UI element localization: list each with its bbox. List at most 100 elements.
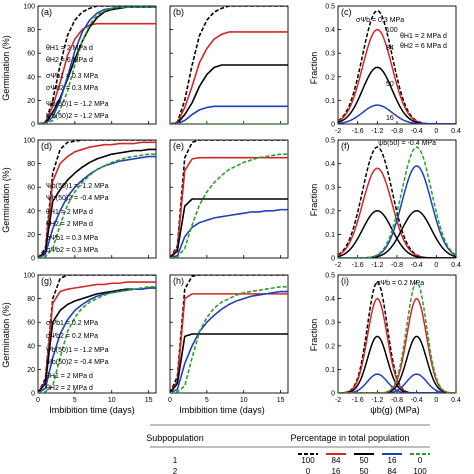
series-line bbox=[38, 22, 156, 124]
x-tick-label: -2 bbox=[335, 128, 341, 135]
y-tick-label: 20 bbox=[27, 98, 35, 105]
x-tick-label: 0.4 bbox=[451, 128, 461, 135]
series-line bbox=[38, 275, 156, 393]
panel-b: (b) bbox=[169, 5, 289, 125]
series-group bbox=[170, 275, 288, 393]
panel-label: (f) bbox=[341, 141, 350, 151]
plot-frame bbox=[337, 139, 457, 259]
legend-value: 100 bbox=[301, 456, 315, 465]
series-line bbox=[38, 285, 156, 393]
annotation: θH2 = 6 MPa d bbox=[400, 43, 447, 50]
annotation: 50 bbox=[386, 81, 394, 88]
x-tick-label: -1.6 bbox=[352, 128, 364, 135]
y-tick-label: 100 bbox=[23, 273, 35, 280]
y-tick-label: 0.3 bbox=[325, 320, 335, 327]
series-line bbox=[38, 140, 156, 258]
annotation: 100 bbox=[386, 27, 398, 34]
series-group bbox=[38, 275, 156, 393]
legend-value: 50 bbox=[360, 467, 369, 474]
ylabel-left-2: Germination (%) bbox=[1, 167, 11, 233]
legend-value: 84 bbox=[332, 456, 341, 465]
x-tick-label: 0.4 bbox=[451, 397, 461, 404]
ylabel-left-1: Germination (%) bbox=[1, 35, 11, 101]
x-tick-label: 15 bbox=[145, 397, 153, 404]
annotation: Ψb(50)2 = -1.2 MPa bbox=[46, 113, 109, 120]
x-tick-label: -0.4 bbox=[411, 397, 423, 404]
legend-header-percentage: Percentage in total population bbox=[290, 433, 409, 443]
x-tick-label: -0.8 bbox=[391, 397, 403, 404]
y-tick-label: 0.1 bbox=[325, 232, 335, 239]
panel-d: 0 20 40 60 80 100 (d) Ψb(50)1 = -1.2 MPa Ψb(50)2… bbox=[23, 138, 157, 263]
series-line bbox=[170, 140, 288, 258]
y-tick-label: 0.4 bbox=[325, 27, 335, 34]
y-tick-label: 80 bbox=[27, 27, 35, 34]
annotation: σΨb1 = 0.3 MPa bbox=[46, 235, 98, 242]
annotation: 84 bbox=[386, 45, 394, 52]
y-tick-label: 0.5 bbox=[325, 273, 335, 280]
y-tick-label: 100 bbox=[23, 138, 35, 145]
ylabel-right-2: Fraction bbox=[309, 184, 319, 217]
plot-frame bbox=[37, 274, 157, 394]
series-line bbox=[170, 333, 288, 393]
panel-e: (e) bbox=[169, 139, 289, 259]
x-tick-label: 0 bbox=[168, 397, 172, 404]
series-line bbox=[170, 285, 288, 393]
series-line bbox=[170, 275, 288, 393]
series-line bbox=[38, 141, 156, 258]
ylabel-right-1: Fraction bbox=[309, 52, 319, 85]
density-curve bbox=[338, 104, 456, 124]
series-group bbox=[338, 9, 456, 124]
plot-frame bbox=[337, 274, 457, 394]
annotation: θH1 = 2 MPa d bbox=[400, 33, 447, 40]
annotation: θH1 = 2 MPa d bbox=[46, 45, 93, 52]
ylabel-right-3: Fraction bbox=[309, 319, 319, 352]
y-tick-label: 0 bbox=[331, 256, 335, 263]
legend-value: 16 bbox=[332, 467, 341, 474]
x-tick-label: 0 bbox=[434, 128, 438, 135]
y-tick-label: 0.3 bbox=[325, 185, 335, 192]
x-tick-label: 5 bbox=[73, 397, 77, 404]
annotation: Ψb(50)1 = -1.2 MPa bbox=[46, 101, 109, 108]
panel-label: (g) bbox=[41, 276, 52, 286]
y-tick-label: 0 bbox=[31, 122, 35, 129]
series-group bbox=[38, 6, 156, 124]
annotation: σΨb2 = 0.3 MPa bbox=[46, 85, 98, 92]
x-tick-label: 0 bbox=[434, 262, 438, 269]
y-tick-label: 0 bbox=[331, 122, 335, 129]
density-curve bbox=[338, 373, 456, 393]
annotation: ψb(50) = -0.4 MPa bbox=[378, 140, 436, 147]
series-line bbox=[170, 153, 288, 258]
density-curve bbox=[338, 297, 456, 393]
annotation: 16 bbox=[386, 115, 394, 122]
legend-value: 0 bbox=[306, 467, 311, 474]
series-line bbox=[170, 31, 288, 124]
x-tick-label: -1.2 bbox=[371, 397, 383, 404]
x-tick-label: 10 bbox=[240, 397, 248, 404]
density-curve bbox=[338, 146, 456, 258]
y-tick-label: 60 bbox=[27, 320, 35, 327]
y-tick-label: 0.1 bbox=[325, 98, 335, 105]
series-line bbox=[38, 6, 156, 124]
ylabel-left-3: Germination (%) bbox=[1, 302, 11, 368]
xlabel-mid: Imbibition time (days) bbox=[179, 405, 265, 415]
panel-a: 0 20 40 60 80 100 (a) θH1 = 2 MPa d θH2 = 6 MPa … bbox=[23, 4, 157, 129]
y-tick-label: 0.2 bbox=[325, 74, 335, 81]
y-tick-label: 0.5 bbox=[325, 138, 335, 145]
y-tick-label: 40 bbox=[27, 343, 35, 350]
x-tick-label: -1.6 bbox=[352, 262, 364, 269]
y-tick-label: 40 bbox=[27, 74, 35, 81]
annotation: Ψb(50)1 = -1.2 MPa bbox=[46, 347, 109, 354]
y-tick-label: 0.2 bbox=[325, 343, 335, 350]
series-line bbox=[170, 290, 288, 393]
annotation: θH2 = 2 MPa d bbox=[46, 221, 93, 228]
density-curve bbox=[338, 281, 456, 393]
y-tick-label: 0.4 bbox=[325, 161, 335, 168]
series-group bbox=[338, 146, 456, 258]
y-tick-label: 80 bbox=[27, 161, 35, 168]
series-line bbox=[170, 105, 288, 124]
legend-value: 50 bbox=[360, 456, 369, 465]
panel-label: (d) bbox=[41, 141, 52, 151]
legend-subpopulation: 2 bbox=[173, 467, 178, 474]
legend-header-subpopulation: Subpopulation bbox=[146, 433, 204, 443]
